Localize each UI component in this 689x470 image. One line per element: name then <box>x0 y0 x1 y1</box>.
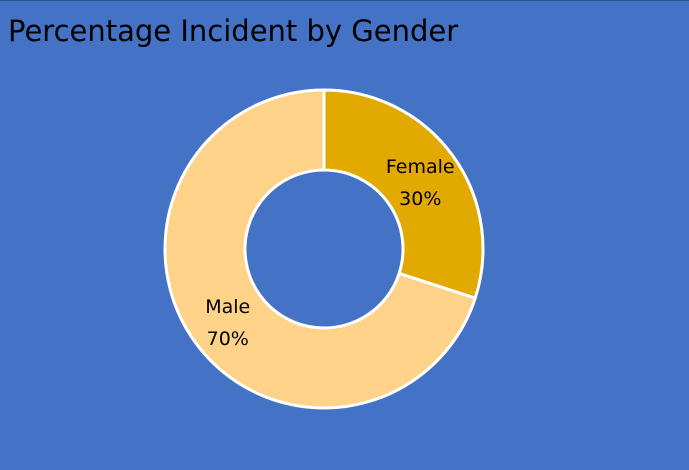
chart-title: Percentage Incident by Gender <box>8 14 459 48</box>
slice-label-male: Male <box>205 296 250 318</box>
slice-value-male: 70% <box>207 328 249 350</box>
slice-value-female: 30% <box>399 188 441 210</box>
top-border <box>0 0 689 1</box>
labels-group: Female 30% Male 70% <box>205 156 454 350</box>
slice-female <box>322 88 485 300</box>
slice-male <box>163 88 477 410</box>
slices-group <box>163 88 485 410</box>
slice-label-female: Female <box>386 156 455 178</box>
